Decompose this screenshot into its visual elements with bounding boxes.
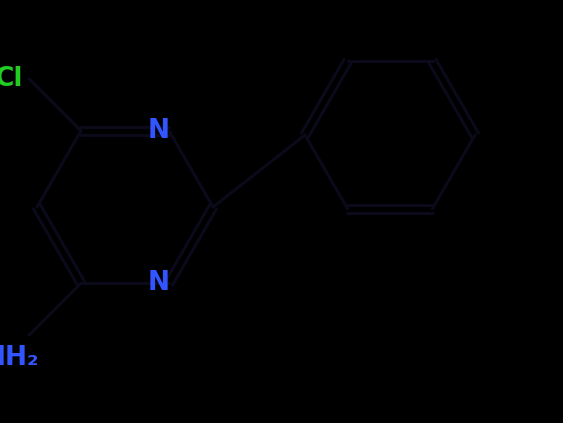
Text: NH₂: NH₂ <box>0 345 39 371</box>
Text: Cl: Cl <box>0 66 23 92</box>
Text: N: N <box>148 270 170 296</box>
Text: N: N <box>148 118 170 144</box>
